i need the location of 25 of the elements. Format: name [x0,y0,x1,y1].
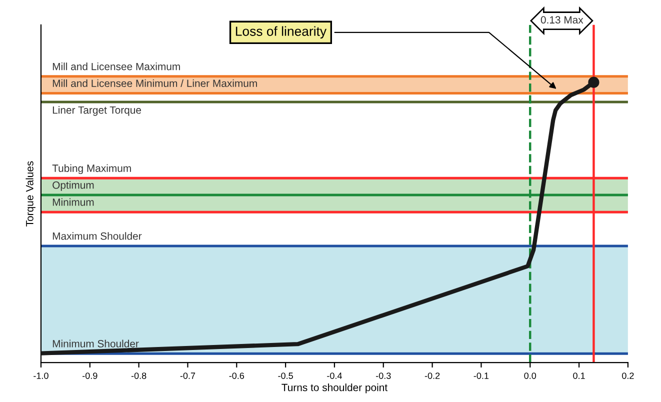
y-axis-title: Torque Values [26,161,36,226]
x-tick-label: -0.3 [376,372,391,379]
x-tick-label: -0.9 [82,372,98,379]
x-tick-label: -0.6 [229,372,244,379]
ref-line-label: Mill and Licensee Minimum / Liner Maximum [52,79,257,88]
x-tick-label: 0.1 [573,372,585,379]
text: 0.13 Max [540,16,584,24]
ref-line-label: Minimum Shoulder [52,340,139,348]
ref-line-label: Minimum [52,198,94,206]
ref-line-label: Liner Target Torque [52,106,142,116]
x-tick-label: 0.2 [622,372,634,379]
ref-line-label: Optimum [52,181,94,191]
x-tick-label: -0.2 [424,372,440,379]
x-tick-label: 0.0 [524,372,536,379]
x-tick-label: -0.8 [131,372,146,379]
annotation: Loss of linearity [236,26,327,39]
x-tick-label: -0.1 [474,372,489,379]
ref-line-label: Maximum Shoulder [52,232,142,240]
ref-line-label: Tubing Maximum [52,164,131,174]
x-tick-label: -1.0 [34,372,48,379]
x-tick-label: -0.7 [180,372,196,379]
x-axis-title: Turns to shoulder point [282,384,388,394]
x-tick-label: -0.5 [278,372,293,379]
x-tick-label: -0.4 [327,372,342,379]
ref-line-label: Mill and Licensee Maximum [52,62,180,70]
